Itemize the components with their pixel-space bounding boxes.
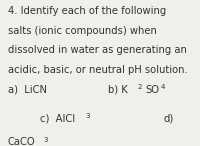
Text: 2: 2: [138, 84, 142, 90]
Text: a)  LiCN: a) LiCN: [8, 85, 47, 95]
Text: CaCO: CaCO: [8, 137, 36, 146]
Text: dissolved in water as generating an: dissolved in water as generating an: [8, 45, 187, 55]
Text: c)  AlCl: c) AlCl: [40, 114, 75, 124]
Text: 4: 4: [160, 84, 165, 90]
Text: 3: 3: [43, 137, 48, 142]
Text: d): d): [164, 114, 174, 124]
Text: salts (ionic compounds) when: salts (ionic compounds) when: [8, 26, 157, 35]
Text: SO: SO: [145, 85, 159, 95]
Text: acidic, basic, or neutral pH solution.: acidic, basic, or neutral pH solution.: [8, 65, 188, 75]
Text: 4. Identify each of the following: 4. Identify each of the following: [8, 6, 166, 16]
Text: b) K: b) K: [108, 85, 128, 95]
Text: 3: 3: [85, 113, 90, 119]
